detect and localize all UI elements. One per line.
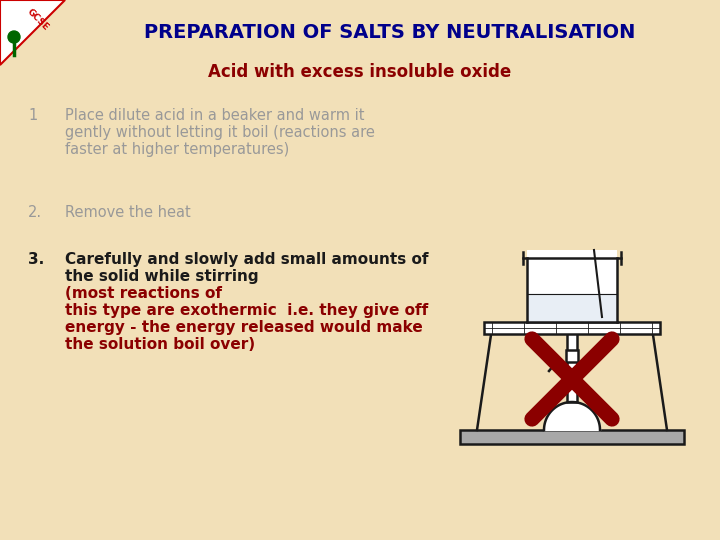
Text: Acid with excess insoluble oxide: Acid with excess insoluble oxide — [208, 63, 512, 81]
Text: Carefully and slowly add small amounts of: Carefully and slowly add small amounts o… — [65, 252, 428, 267]
Text: this type are exothermic  i.e. they give off: this type are exothermic i.e. they give … — [65, 303, 428, 318]
Text: faster at higher temperatures): faster at higher temperatures) — [65, 142, 289, 157]
Text: 2.: 2. — [28, 205, 42, 220]
Text: PREPARATION OF SALTS BY NEUTRALISATION: PREPARATION OF SALTS BY NEUTRALISATION — [144, 24, 636, 43]
Text: energy - the energy released would make: energy - the energy released would make — [65, 320, 423, 335]
Text: Place dilute acid in a beaker and warm it: Place dilute acid in a beaker and warm i… — [65, 108, 364, 123]
Bar — [460, 430, 684, 444]
Text: (most reactions of: (most reactions of — [65, 286, 222, 301]
Bar — [484, 322, 660, 334]
Bar — [527, 250, 617, 322]
Bar — [567, 330, 577, 402]
Text: 1: 1 — [28, 108, 37, 123]
Text: gently without letting it boil (reactions are: gently without letting it boil (reaction… — [65, 125, 375, 140]
Polygon shape — [0, 0, 65, 65]
Text: 3.: 3. — [28, 252, 44, 267]
Text: the solution boil over): the solution boil over) — [65, 337, 255, 352]
Circle shape — [8, 31, 20, 43]
Text: GCSE: GCSE — [25, 8, 50, 32]
Text: Remove the heat: Remove the heat — [65, 205, 191, 220]
Bar — [566, 350, 578, 362]
Text: the solid while stirring: the solid while stirring — [65, 269, 264, 284]
